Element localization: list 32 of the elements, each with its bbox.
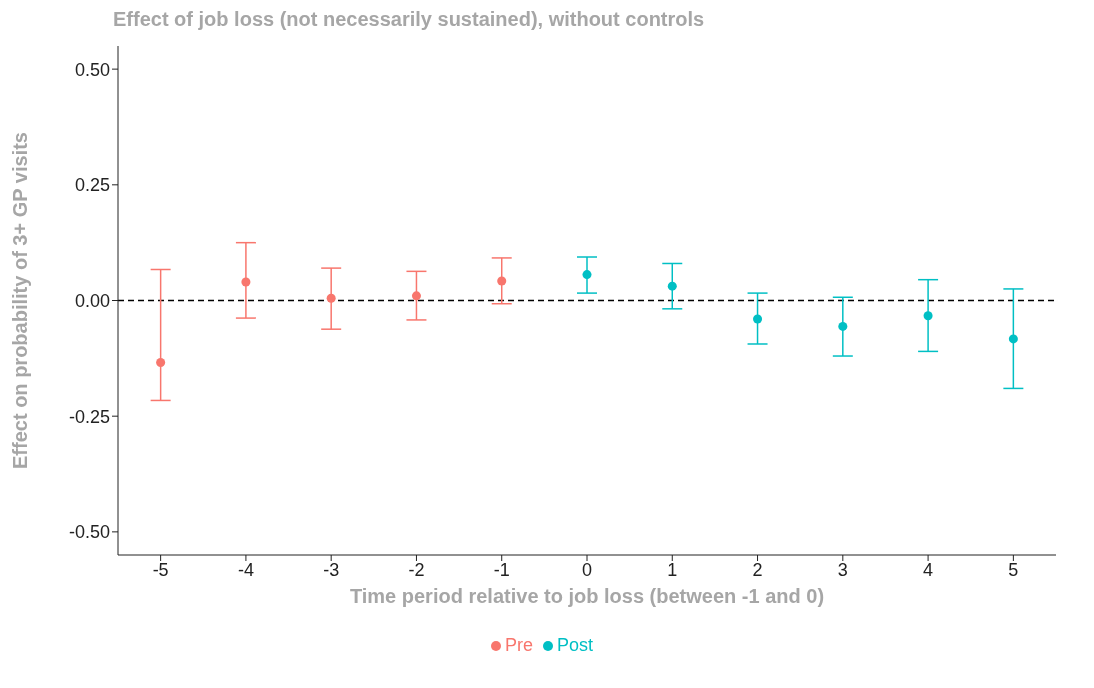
chart-title: Effect of job loss (not necessarily sustained), without controls [113,8,706,32]
y-tick-label: 0.00 [74,290,110,311]
x-tick-label: 3 [837,559,848,580]
y-tick-label: -0.25 [68,406,110,427]
x-tick-label: 1 [667,559,678,580]
x-tick-label: 4 [923,559,934,580]
x-tick-label: -1 [493,559,510,580]
y-tick-label: 0.25 [74,175,110,196]
point [582,270,592,280]
legend-label: Post [556,635,594,655]
x-tick-label: -4 [237,559,254,580]
point [326,293,336,303]
point [411,291,421,301]
point [923,311,933,321]
point [667,281,677,291]
x-tick-label: -3 [323,559,340,580]
point [838,321,848,331]
point [1008,334,1018,344]
x-tick-label: 2 [752,559,763,580]
y-axis-title: Effect on probability of 3+ GP visits [9,132,32,469]
x-tick-label: -2 [408,559,425,580]
x-tick-label: 0 [581,559,593,580]
y-tick-label: 0.50 [74,59,110,80]
point [156,358,166,368]
point [753,314,763,324]
x-tick-label: -5 [152,559,169,580]
point [241,277,251,287]
legend-label: Pre [504,635,533,655]
x-tick-label: 5 [1008,559,1019,580]
y-tick-label: -0.50 [68,522,110,543]
point [497,276,507,286]
x-axis-title: Time period relative to job loss (between -1 and 0) [349,585,825,607]
